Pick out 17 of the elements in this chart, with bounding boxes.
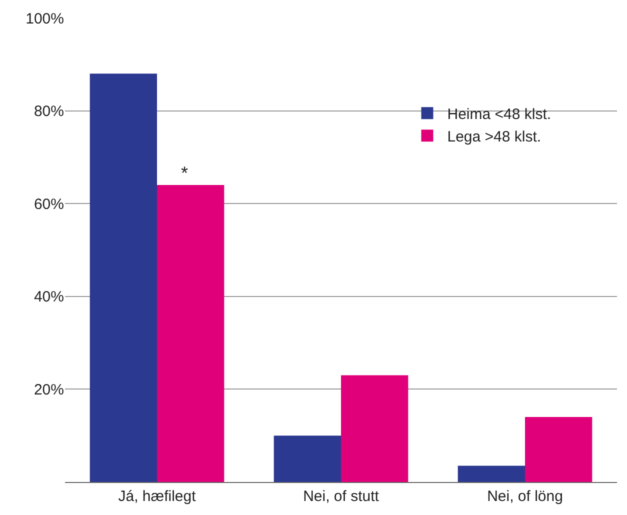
y-tick-label: 60% [34, 196, 64, 213]
x-tick-label: Nei, of stutt [303, 488, 380, 505]
annotation: * [181, 163, 188, 183]
x-tick-label: Já, hæfilegt [118, 488, 197, 505]
bar [90, 74, 157, 482]
bar [157, 185, 224, 482]
bar [274, 436, 341, 482]
y-tick-label: 80% [34, 103, 64, 120]
legend-label: Heima <48 klst. [447, 106, 552, 123]
bar [525, 417, 592, 482]
y-tick-label: 40% [34, 288, 64, 306]
y-tick-label: 100% [26, 10, 64, 28]
x-tick-label: Nei, of löng [487, 488, 563, 505]
legend-label: Lega >48 klst. [447, 128, 542, 146]
y-tick-label: 20% [34, 381, 64, 398]
bar [341, 375, 408, 482]
bar [458, 466, 525, 482]
